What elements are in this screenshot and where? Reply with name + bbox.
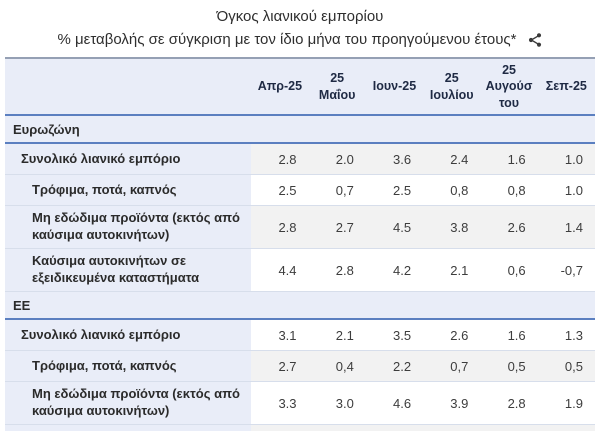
value-cell: 2.7: [308, 205, 366, 249]
value-cell: 1.4: [537, 205, 595, 249]
row-label: Μη εδώδιμα προϊόντα (εκτός από καύσιμα α…: [5, 381, 252, 425]
column-header: Απρ-25: [251, 58, 309, 116]
value-cell: 2.1: [423, 248, 481, 292]
row-label: Καύσιμα αυτοκινήτων σε εξειδικευμένα κατ…: [5, 424, 252, 431]
section-row-eurozone: Ευρωζώνη: [5, 115, 595, 144]
table-row: Μη εδώδιμα προϊόντα (εκτός από καύσιμα α…: [5, 205, 595, 249]
row-label: Συνολικό λιανικό εμπόριο: [5, 319, 252, 351]
row-label: Τρόφιμα, ποτά, καπνός: [5, 350, 252, 382]
value-cell: 2.4: [423, 143, 481, 175]
row-label: Τρόφιμα, ποτά, καπνός: [5, 174, 252, 206]
column-header: Ιουν-25: [365, 58, 424, 116]
value-cell: 2.2: [365, 350, 424, 382]
value-cell: 0,5: [537, 350, 595, 382]
page-title: Όγκος λιανικού εμπορίου: [216, 8, 384, 25]
value-cell: 3.8: [423, 205, 481, 249]
value-cell: 0,4: [308, 350, 366, 382]
value-cell: 2.5: [251, 174, 309, 206]
table-row: Τρόφιμα, ποτά, καπνός 2.7 0,4 2.2 0,7 0,…: [5, 350, 595, 382]
retail-trade-table: Απρ-25 25 Μαΐου Ιουν-25 25 Ιουλίου 25 Αυ…: [5, 57, 595, 431]
column-header: Σεπ-25: [537, 58, 595, 116]
page-subtitle: % μεταβολής σε σύγκριση με τον ίδιο μήνα…: [57, 31, 517, 48]
share-icon: [528, 32, 541, 47]
table-row: Καύσιμα αυτοκινήτων σε εξειδικευμένα κατ…: [5, 248, 595, 292]
value-cell: 3.5: [365, 319, 424, 351]
table-row: Μη εδώδιμα προϊόντα (εκτός από καύσιμα α…: [5, 381, 595, 425]
row-label: Καύσιμα αυτοκινήτων σε εξειδικευμένα κατ…: [5, 248, 252, 292]
table-row: Συνολικό λιανικό εμπόριο 3.1 2.1 3.5 2.6…: [5, 319, 595, 351]
value-cell: 2.6: [480, 205, 538, 249]
value-cell: 3.3: [251, 381, 309, 425]
value-cell: 2.1: [308, 319, 366, 351]
value-cell: 4.8: [251, 424, 309, 431]
table-row: Τρόφιμα, ποτά, καπνός 2.5 0,7 2.5 0,8 0,…: [5, 174, 595, 206]
value-cell: 2.8: [308, 248, 366, 292]
value-cell: 1.9: [537, 381, 595, 425]
section-label: Ευρωζώνη: [5, 115, 595, 144]
value-cell: 2.6: [423, 319, 481, 351]
value-cell: 4.4: [251, 248, 309, 292]
value-cell: 3.1: [251, 319, 309, 351]
value-cell: 4.2: [365, 248, 424, 292]
value-cell: 0,8: [480, 174, 538, 206]
table-row: Συνολικό λιανικό εμπόριο 2.8 2.0 3.6 2.4…: [5, 143, 595, 175]
value-cell: 1.0: [537, 174, 595, 206]
table-row: Καύσιμα αυτοκινήτων σε εξειδικευμένα κατ…: [5, 424, 595, 431]
section-label: ΕΕ: [5, 291, 595, 320]
row-label: Μη εδώδιμα προϊόντα (εκτός από καύσιμα α…: [5, 205, 252, 249]
value-cell: 0,5: [480, 350, 538, 382]
value-cell: 2.0: [308, 143, 366, 175]
section-row-eu: ΕΕ: [5, 291, 595, 320]
value-cell: 1.6: [480, 143, 538, 175]
row-label: Συνολικό λιανικό εμπόριο: [5, 143, 252, 175]
share-button[interactable]: [527, 32, 543, 48]
value-cell: 0,7: [308, 174, 366, 206]
value-cell: 3.6: [365, 143, 424, 175]
value-cell: 1.4: [480, 424, 538, 431]
value-cell: 3.2: [423, 424, 481, 431]
value-cell: -0,7: [537, 248, 595, 292]
value-cell: 0,6: [480, 248, 538, 292]
retail-trade-widget: Όγκος λιανικού εμπορίου % μεταβολής σε σ…: [0, 8, 600, 431]
value-cell: 3.0: [308, 381, 366, 425]
column-header: 25 Αυγούστου: [480, 58, 538, 116]
value-cell: 0,5: [537, 424, 595, 431]
column-header: 25 Ιουλίου: [423, 58, 481, 116]
value-cell: 1.6: [480, 319, 538, 351]
corner-cell: [5, 58, 252, 116]
value-cell: 1.0: [537, 143, 595, 175]
value-cell: 3.2: [308, 424, 366, 431]
value-cell: 2.5: [365, 174, 424, 206]
value-cell: 2.8: [480, 381, 538, 425]
header-row: Απρ-25 25 Μαΐου Ιουν-25 25 Ιουλίου 25 Αυ…: [5, 58, 595, 116]
value-cell: 2.8: [251, 143, 309, 175]
value-cell: 2.8: [251, 205, 309, 249]
value-cell: 2.7: [251, 350, 309, 382]
value-cell: 4.5: [365, 205, 424, 249]
value-cell: 3.9: [423, 381, 481, 425]
value-cell: 1.3: [537, 319, 595, 351]
value-cell: 0,7: [423, 350, 481, 382]
value-cell: 0,8: [423, 174, 481, 206]
column-header: 25 Μαΐου: [308, 58, 366, 116]
subtitle-row: % μεταβολής σε σύγκριση με τον ίδιο μήνα…: [0, 31, 600, 48]
value-cell: 4.7: [365, 424, 424, 431]
value-cell: 4.6: [365, 381, 424, 425]
